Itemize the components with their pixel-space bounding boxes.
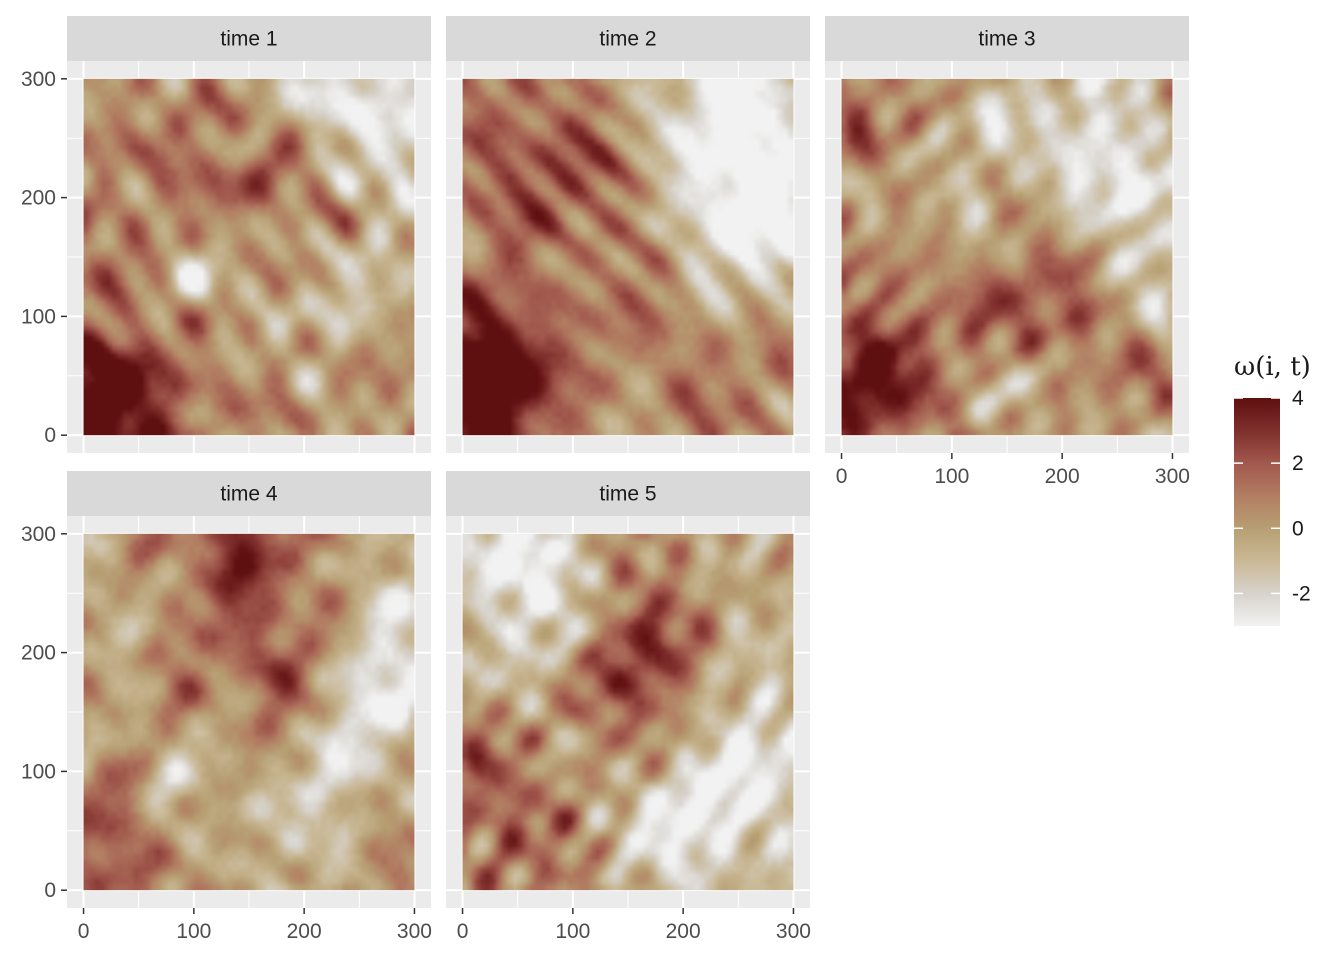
color-legend: ω(i, t) 4 2 0 -2 [1234,352,1311,626]
y-tick-label: 200 [21,642,56,665]
x-tick-label: 200 [1045,465,1080,488]
facet-panel-5: time 5 0 100 200 300 [446,471,811,943]
legend-tick-label: 0 [1292,517,1304,540]
y-tick-label: 0 [44,424,56,447]
facet-strip [67,471,431,516]
x-tick-label: 200 [666,920,701,943]
facet-strip-label: time 5 [599,483,656,506]
heatmap-raster [462,78,794,436]
facet-strip-label: time 3 [978,28,1035,51]
heatmap-raster [462,533,794,891]
x-tick-label: 100 [176,920,211,943]
legend-tick-label: -2 [1292,582,1311,605]
facet-strip [67,16,431,61]
facet-strip-label: time 2 [599,28,656,51]
x-tick-label: 100 [555,920,590,943]
legend-tick-label: 4 [1292,387,1304,410]
facet-strip-label: time 1 [220,28,277,51]
legend-title: ω(i, t) [1234,352,1311,382]
x-tick-label: 0 [836,465,848,488]
y-tick-label: 100 [21,305,56,328]
y-tick-label: 300 [21,523,56,546]
legend-colorbar [1234,398,1280,626]
x-tick-label: 300 [1155,465,1190,488]
y-tick-label: 0 [44,879,56,902]
y-tick-label: 100 [21,760,56,783]
facet-panel-1: time 1 0 100 200 300 [21,16,431,453]
facet-panel-2: time 2 [446,16,810,453]
facet-panel-4: time 4 0 100 200 300 0 100 200 300 [21,471,432,943]
y-tick-label: 300 [21,68,56,91]
heatmap-raster [83,533,415,891]
facet-strip [446,16,810,61]
x-tick-label: 300 [397,920,432,943]
facet-strip-label: time 4 [220,483,278,506]
x-tick-label: 0 [78,920,90,943]
x-tick-label: 300 [776,920,811,943]
heatmap-raster [83,78,415,436]
facet-panel-3: time 3 0 100 200 300 [825,16,1190,488]
x-tick-label: 100 [934,465,969,488]
facet-strip [446,471,810,516]
y-tick-label: 200 [21,187,56,210]
heatmap-raster [841,78,1173,436]
x-tick-label: 200 [287,920,322,943]
x-tick-label: 0 [457,920,469,943]
legend-tick-label: 2 [1292,452,1304,475]
facet-strip [825,16,1189,61]
